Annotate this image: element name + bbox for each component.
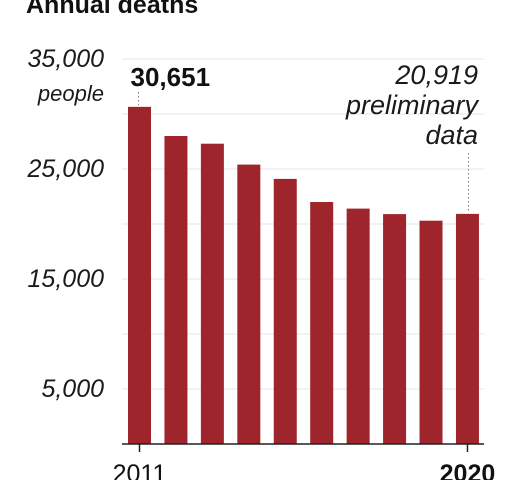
bars [128,106,479,445]
y-tick-labels: 35,000 25,000 15,000 5,000 [27,45,105,403]
bar-2018 [383,214,407,444]
y-tick-label: 15,000 [28,265,105,293]
annotation-value: 30,651 [131,62,211,92]
bar-2015 [273,178,297,444]
bar-2012 [164,136,188,444]
bar-2020 [455,213,479,444]
annotation-line: preliminary [345,90,480,120]
annotation-line: data [425,120,478,150]
y-tick-label: 5,000 [41,375,104,403]
annotation-line: 20,919 [394,60,478,90]
bar-2011 [128,106,151,445]
y-unit-label: people [37,81,104,106]
x-tick-labels: 2011 2020 [113,444,496,480]
x-tick-label: 2011 [113,460,167,480]
bar-2013 [200,143,224,444]
bar-2014 [237,164,261,444]
bar-2017 [346,208,370,444]
y-tick-label: 25,000 [27,155,105,183]
bar-2016 [310,202,334,444]
x-tick-label: 2020 [440,460,496,480]
y-tick-label: 35,000 [28,45,105,73]
chart-title: Annual deaths [26,0,198,19]
bar-2019 [419,220,443,444]
